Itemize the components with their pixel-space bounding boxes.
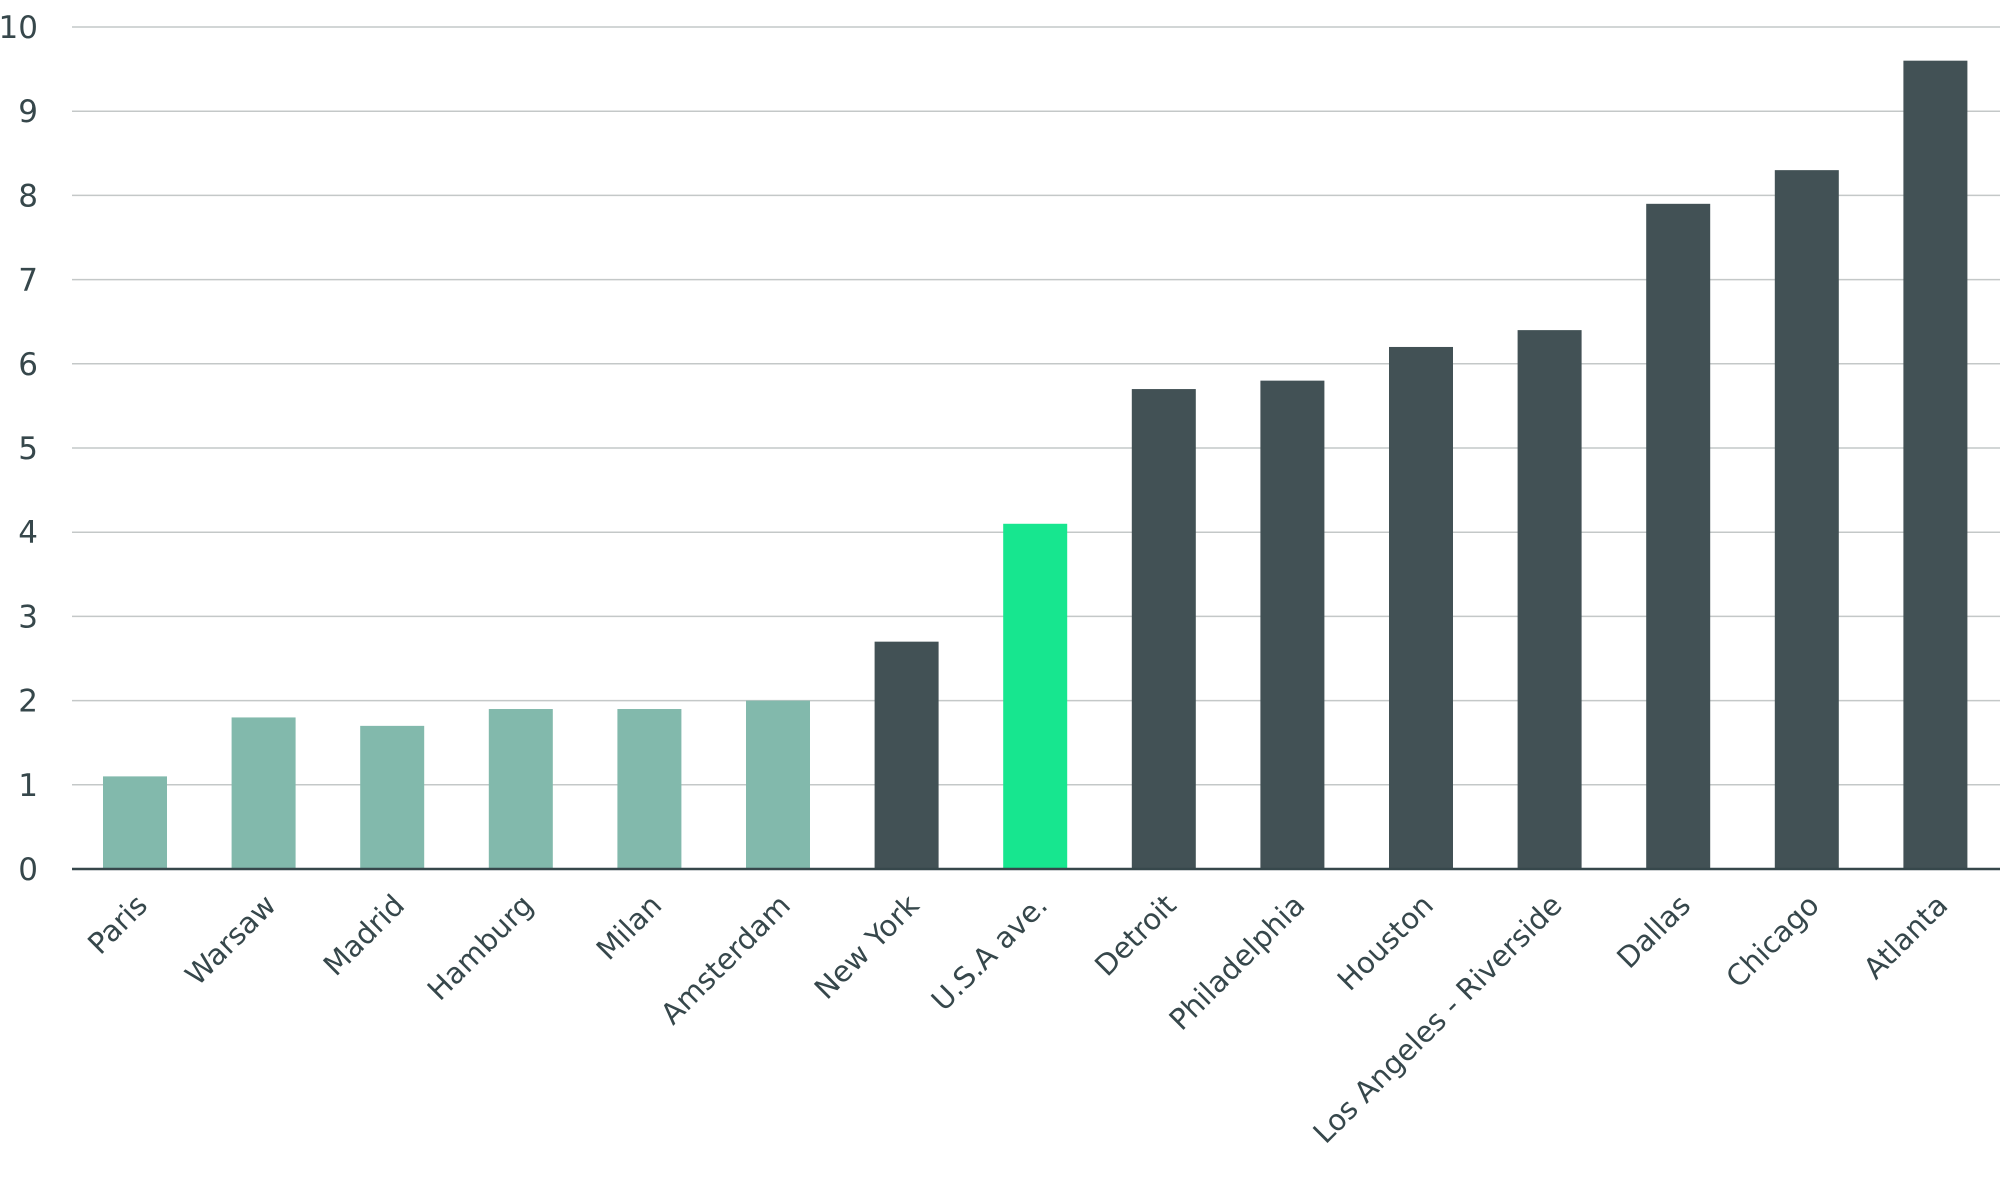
- x-tick-label: Los Angeles - Riverside: [1306, 888, 1568, 1150]
- bar-dallas: [1646, 203, 1711, 869]
- bar-detroit: [1131, 389, 1196, 869]
- y-tick-label: 8: [18, 178, 38, 214]
- bar-chicago: [1774, 170, 1839, 869]
- y-tick-label: 3: [18, 599, 38, 635]
- x-tick-label: Detroit: [1088, 888, 1183, 983]
- bar-warsaw: [231, 717, 296, 869]
- bar-u-s-a-ave-: [1003, 523, 1068, 869]
- x-tick-label: Dallas: [1610, 888, 1697, 975]
- bar-amsterdam: [746, 700, 810, 869]
- y-tick-label: 1: [18, 768, 38, 804]
- y-tick-label: 10: [0, 10, 38, 46]
- bar-atlanta: [1903, 60, 1968, 870]
- x-tick-label: Atlanta: [1857, 888, 1955, 986]
- bar-new-york: [874, 641, 939, 869]
- x-tick-label: Chicago: [1719, 888, 1825, 994]
- bar-paris: [103, 776, 167, 869]
- x-tick-label: Hamburg: [421, 888, 540, 1007]
- y-tick-label: 4: [18, 515, 38, 551]
- y-tick-label: 0: [18, 852, 38, 888]
- y-tick-label: 7: [18, 263, 38, 299]
- x-tick-label: Warsaw: [179, 888, 283, 992]
- x-tick-label: Houston: [1331, 888, 1440, 997]
- gridlines: [72, 26, 2000, 786]
- x-tick-label: Paris: [81, 888, 154, 961]
- y-tick-label: 5: [18, 431, 38, 467]
- x-tick-label: U.S.A ave.: [925, 888, 1054, 1017]
- bars: [103, 60, 1968, 870]
- bar-houston: [1389, 346, 1453, 870]
- x-tick-label: Milan: [590, 888, 669, 967]
- y-tick-label: 9: [18, 94, 38, 130]
- bar-milan: [617, 709, 682, 869]
- x-tick-label: New York: [808, 888, 926, 1006]
- bar-los-angeles-riverside: [1517, 330, 1582, 869]
- x-tick-label: Madrid: [317, 888, 411, 982]
- x-tick-label: Amsterdam: [654, 888, 797, 1031]
- bar-philadelphia: [1260, 380, 1325, 869]
- x-tick-label: Philadelphia: [1162, 888, 1311, 1037]
- bar-madrid: [360, 725, 425, 869]
- bar-hamburg: [488, 709, 553, 869]
- y-axis-tick-labels: 0 1 2 3 4 5 6 7 8 9 10: [0, 10, 38, 888]
- y-tick-label: 2: [18, 684, 38, 720]
- y-tick-label: 6: [18, 347, 38, 383]
